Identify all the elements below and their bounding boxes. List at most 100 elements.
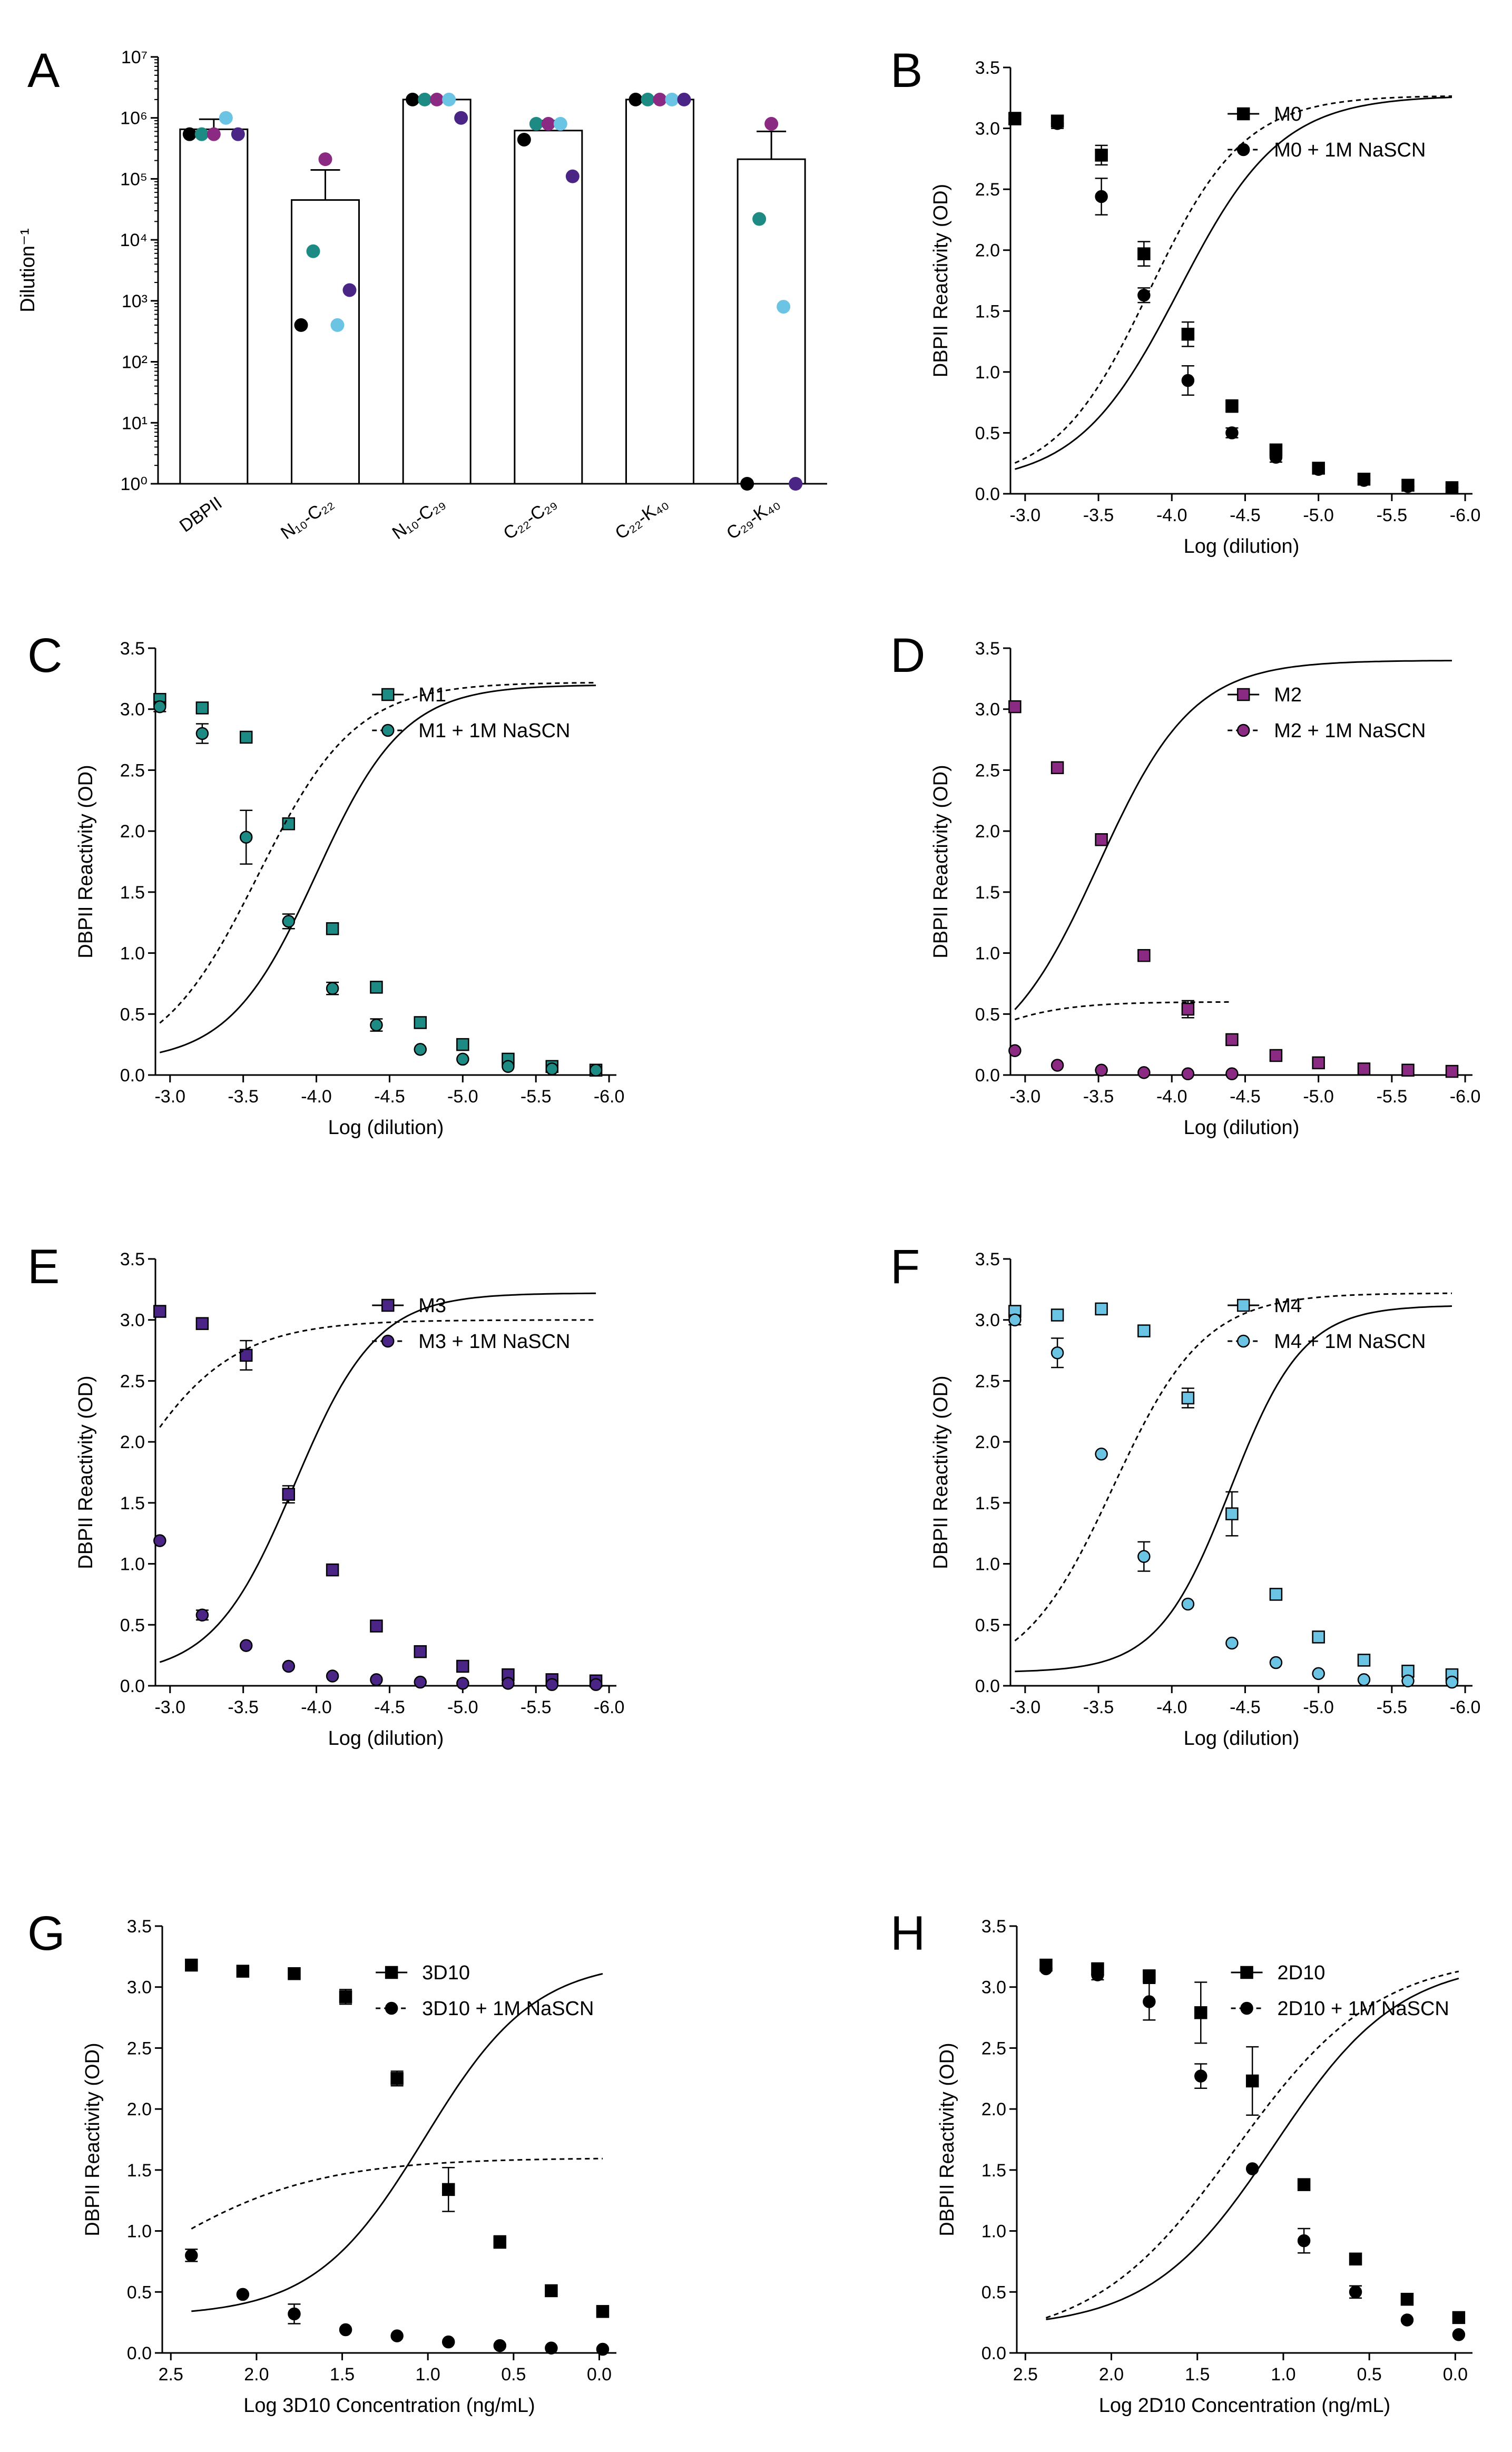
data-point: [777, 300, 791, 314]
data-point: [1312, 463, 1325, 476]
data-point: [1349, 2252, 1362, 2266]
data-point: [326, 1563, 339, 1577]
y-tick-label: 0.0: [975, 1066, 1000, 1086]
data-point: [236, 1965, 250, 1978]
data-point: [414, 1675, 427, 1689]
y-tick-label: 3.0: [975, 119, 1000, 139]
data-point: [1225, 1636, 1239, 1650]
legend-label: M1 + 1M NaSCN: [418, 720, 570, 742]
data-point: [195, 1608, 209, 1622]
y-tick-label: 0.0: [981, 2343, 1006, 2363]
data-point: [195, 1317, 209, 1330]
x-tick-label: 1.5: [1185, 2365, 1210, 2385]
legend-marker: [1236, 107, 1250, 121]
data-point: [1400, 2292, 1414, 2306]
data-point: [282, 1488, 296, 1501]
series-0: M1: [153, 684, 603, 1077]
panel-f: F 0.0 0.5 1.0 1.5 2.0 2.5 3.0 3.5 -3.0 -3.5 -4.0 -4.…: [890, 1240, 1480, 1750]
data-point: [1297, 2178, 1311, 2191]
data-point: [653, 92, 667, 106]
x-tick-label: -3.0: [1010, 505, 1041, 525]
legend-label: M3 + 1M NaSCN: [418, 1331, 570, 1353]
series-1: M1 + 1M NaSCN: [153, 682, 603, 1077]
x-tick-label: -6.0: [594, 1087, 625, 1107]
x-tick-label: -5.5: [1377, 505, 1408, 525]
y-tick-label: 2.5: [120, 760, 145, 780]
x-tick-label: -5.0: [447, 1087, 478, 1107]
data-point: [545, 1062, 559, 1076]
y-axis-label: DBPII Reactivity (OD): [930, 184, 952, 377]
data-point: [1194, 2006, 1207, 2019]
legend-marker: [381, 724, 395, 737]
data-point: [1401, 1674, 1415, 1687]
data-point: [1181, 1391, 1195, 1405]
y-tick-label: 10⁰: [121, 474, 148, 494]
data-point: [1095, 833, 1108, 846]
data-point: [1039, 1962, 1053, 1976]
y-tick-label: 3.5: [120, 639, 145, 659]
series-1: 3D10 + 1M NaSCN: [185, 1998, 610, 2356]
data-point: [1181, 374, 1195, 387]
y-tick-label: 1.0: [975, 1555, 1000, 1575]
x-tick-label: 0.5: [501, 2365, 526, 2385]
y-tick-label: 2.5: [127, 2038, 152, 2058]
data-point: [541, 116, 555, 131]
series-0: 2D10: [1039, 1958, 1466, 2324]
y-tick-label: 2.5: [120, 1371, 145, 1391]
data-point: [1357, 474, 1371, 487]
data-point: [1194, 2069, 1207, 2083]
panel-e: E 0.0 0.5 1.0 1.5 2.0 2.5 3.0 3.5 -3.0 -3.5 -4.0 -4.…: [27, 1240, 624, 1750]
panel-label: E: [27, 1240, 60, 1294]
y-tick-label: 3.5: [975, 639, 1000, 659]
fit-curve: [159, 1292, 596, 1663]
data-point: [306, 244, 320, 258]
data-point: [1095, 190, 1108, 203]
x-tick-label: -3.5: [1083, 1087, 1114, 1107]
x-tick-label: 1.5: [330, 2365, 355, 2385]
y-axis-label: DBPII Reactivity (OD): [930, 1375, 952, 1569]
x-tick-label: 2.5: [159, 2365, 183, 2385]
data-point: [195, 727, 209, 740]
bar: [625, 99, 694, 485]
y-tick-label: 10²: [122, 353, 148, 373]
data-point: [406, 92, 420, 106]
data-point: [454, 111, 468, 125]
data-point: [456, 1052, 469, 1066]
data-point: [326, 1669, 339, 1683]
legend-label: M3: [418, 1295, 446, 1317]
x-tick-label: -4.5: [1230, 1087, 1261, 1107]
data-point: [1137, 247, 1151, 260]
y-tick-label: 0.5: [981, 2282, 1006, 2302]
x-tick-label: N₁₀-C₂₂: [277, 493, 337, 543]
series-1: M3 + 1M NaSCN: [153, 1319, 603, 1691]
x-tick-label: -4.5: [1230, 1697, 1261, 1717]
y-tick-label: 2.0: [975, 241, 1000, 261]
x-tick-label: 1.0: [1271, 2365, 1295, 2385]
x-tick-label: -5.5: [521, 1087, 552, 1107]
y-tick-label: 1.5: [975, 1493, 1000, 1513]
y-tick-label: 2.0: [127, 2099, 152, 2119]
y-tick-label: 0.5: [120, 1615, 145, 1635]
data-point: [1269, 1656, 1283, 1669]
data-point: [288, 1967, 301, 1980]
x-tick-label: -5.0: [1303, 1697, 1334, 1717]
data-point: [1452, 2328, 1466, 2341]
x-tick-label: -3.5: [228, 1697, 259, 1717]
y-tick-label: 0.0: [975, 484, 1000, 504]
data-point: [493, 2235, 507, 2249]
fit-curve: [1014, 96, 1452, 470]
legend-marker: [381, 1298, 395, 1312]
legend-label: 2D10: [1278, 1962, 1326, 1984]
data-point: [596, 2305, 610, 2318]
legend-label: M4: [1274, 1295, 1302, 1317]
legend-label: M0: [1274, 103, 1302, 125]
x-tick-label: -5.0: [1303, 1087, 1334, 1107]
x-tick-label: C₂₉-K₄₀: [723, 493, 783, 543]
x-tick-label: 0.0: [587, 2365, 612, 2385]
x-tick-label: -3.0: [1010, 1697, 1041, 1717]
y-tick-label: 10⁷: [121, 47, 148, 67]
data-point: [1297, 2234, 1311, 2248]
data-point: [1181, 1597, 1195, 1611]
x-tick-label: DBPII: [176, 493, 226, 536]
